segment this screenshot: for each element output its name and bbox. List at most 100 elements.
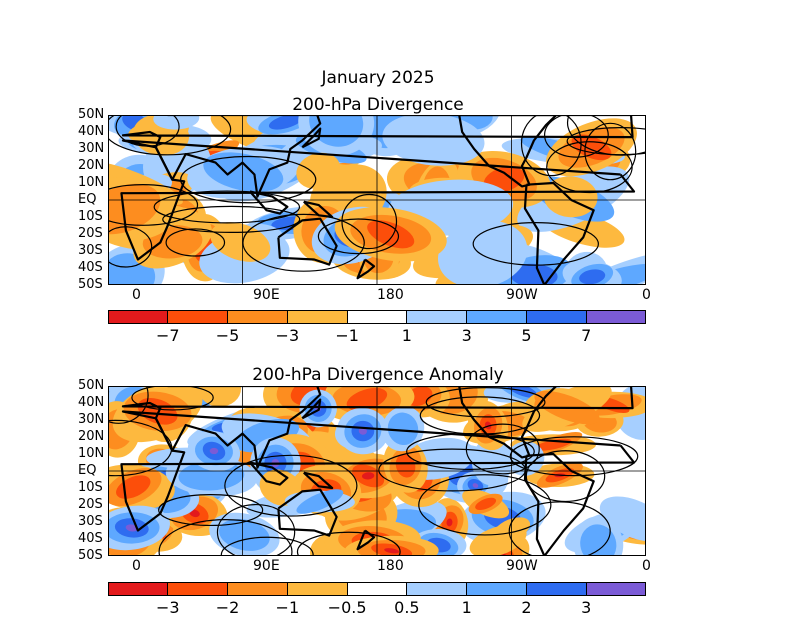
colorbar-swatch (287, 310, 348, 324)
colorbar-swatch (407, 310, 468, 324)
coastline (303, 471, 334, 490)
divergence-blob (506, 386, 538, 398)
lat-tick-label: EQ (78, 463, 97, 478)
divergence-blob (268, 115, 303, 130)
convergence-blob (361, 472, 375, 480)
colorbar-label: −1 (275, 598, 300, 617)
lon-tick-label: 90W (506, 287, 538, 303)
anomaly-map (108, 386, 646, 556)
colorbar-frame (108, 310, 646, 324)
colorbar-swatch (108, 310, 168, 324)
lat-tick-label: 10N (78, 446, 105, 461)
divergence-map (108, 115, 646, 285)
lon-tick-label: 180 (377, 558, 404, 574)
zero-contour (242, 213, 365, 272)
lat-tick-label: 40N (78, 395, 105, 410)
divergence-blob (358, 427, 367, 435)
lat-tick-label: 20S (78, 497, 103, 512)
divergence-blob (580, 524, 617, 556)
zero-contour (216, 503, 296, 556)
colorbar-swatch (227, 582, 288, 596)
colorbar-label: −3 (275, 326, 300, 345)
divergence-blob (296, 489, 344, 514)
lat-tick-label: 40S (78, 531, 103, 546)
zero-contour (317, 218, 400, 255)
lon-tick-label: 0 (642, 558, 651, 574)
colorbar-swatches (108, 310, 647, 324)
convergence-blob (189, 509, 200, 518)
coastline (120, 410, 636, 532)
zero-contour (418, 474, 552, 536)
lat-tick-label: 30S (78, 514, 103, 529)
convergence-blob (484, 421, 492, 430)
divergence-blob (387, 412, 419, 446)
zero-contour (165, 228, 226, 257)
colorbar-swatches (108, 582, 647, 596)
divergence-blob (579, 269, 606, 285)
colorbar-swatch (467, 310, 528, 324)
lon-tick-label: 0 (132, 287, 141, 303)
divergence-blob (472, 483, 479, 488)
coastline (249, 461, 289, 486)
panel-1-title: 200-hPa Divergence (292, 95, 464, 115)
coastline (523, 181, 595, 285)
divergence-blob (219, 518, 270, 551)
colorbar-label: 1 (401, 326, 412, 345)
colorbar-swatch (347, 582, 408, 596)
colorbar-label: −1 (335, 326, 359, 345)
zero-contour (520, 115, 582, 177)
colorbar-swatch (587, 582, 647, 596)
lon-tick-label: 0 (132, 558, 141, 574)
convergence-blob (198, 386, 242, 407)
zero-contour (509, 436, 639, 477)
coastline (301, 127, 322, 149)
lat-tick-label: 20S (78, 226, 103, 241)
colorbar-label: 3 (461, 326, 472, 345)
colorbar-swatch (167, 582, 228, 596)
colorbar-swatch (287, 582, 348, 596)
lon-tick-label: 0 (642, 287, 651, 303)
coastline (121, 386, 634, 469)
coastline (523, 452, 595, 556)
lat-tick-label: EQ (78, 192, 97, 207)
zero-contour (108, 386, 149, 424)
coastline (303, 200, 334, 219)
colorbar-swatch (347, 310, 408, 324)
colorbar-swatch (587, 310, 647, 324)
map-canvas (108, 115, 646, 285)
main-title: January 2025 (321, 68, 435, 88)
map-canvas (108, 386, 646, 556)
zero-contour (180, 155, 317, 204)
colorbar-label: −0.5 (327, 598, 367, 617)
colorbar-label: −5 (215, 326, 240, 345)
colorbar-swatch (167, 310, 228, 324)
convergence-blob (395, 453, 416, 478)
zero-contour (419, 396, 541, 435)
lat-tick-label: 50N (78, 378, 105, 393)
zero-contour (108, 184, 199, 226)
colorbar-label: 5 (521, 326, 532, 345)
zero-contour (153, 190, 301, 224)
map-frame (108, 386, 646, 556)
map-frame (108, 115, 646, 285)
zero-contour (296, 531, 401, 556)
zero-contour (508, 501, 611, 556)
coastline (120, 139, 636, 261)
lat-tick-label: 20N (78, 429, 105, 444)
convergence-blob (446, 518, 453, 527)
convergence-blob (475, 497, 497, 511)
divergence-blob (382, 115, 485, 166)
zero-contour (131, 386, 214, 411)
colorbar-label: 2 (521, 598, 532, 617)
colorbar-label: 3 (581, 598, 592, 617)
zero-contour (158, 519, 293, 556)
zero-contour (224, 454, 358, 517)
zero-contour (108, 115, 232, 156)
zero-contour (341, 193, 398, 250)
convergence-blob (367, 220, 415, 249)
colorbar-swatch (467, 582, 528, 596)
lat-tick-label: 30N (78, 141, 105, 156)
coastline (277, 217, 338, 266)
lat-tick-label: 30N (78, 412, 105, 427)
lat-tick-label: 30S (78, 243, 103, 258)
